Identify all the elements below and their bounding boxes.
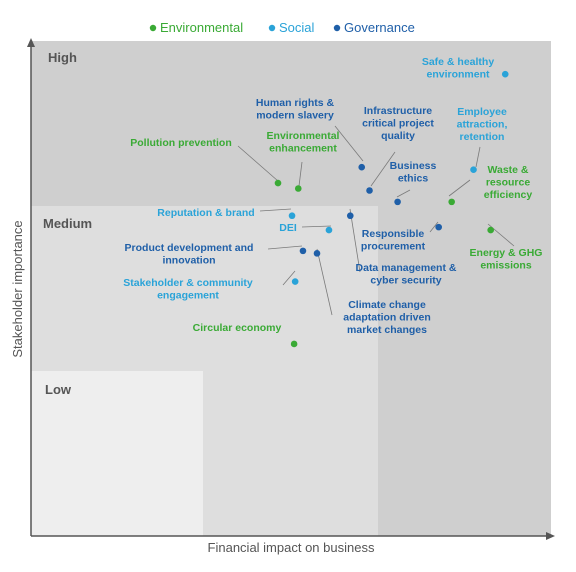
point-product-development-and-innovation bbox=[299, 247, 307, 255]
point-label-product-development-and-innovation: Product development and innovation bbox=[125, 242, 254, 267]
point-reputation-brand bbox=[288, 212, 296, 220]
zones-layer: High Medium Low bbox=[31, 41, 551, 536]
point-dei bbox=[325, 226, 333, 234]
legend-marker-environmental bbox=[149, 24, 157, 32]
point-label-responsible-procurement: Responsible procurement bbox=[361, 228, 426, 253]
leader-line-employee-attraction-retention bbox=[475, 146, 481, 168]
legend-entry-social: Social bbox=[279, 20, 315, 35]
x-axis-label: Financial impact on business bbox=[208, 540, 375, 555]
point-label-waste-resource-efficiency: Waste & resource efficiency bbox=[484, 164, 533, 201]
legend-marker-governance bbox=[333, 24, 341, 32]
zone-label-medium: Medium bbox=[43, 216, 92, 231]
point-infrastructure-critical-project-quality bbox=[366, 187, 373, 194]
point-labels-layer: Safe & healthy environment Human rights & m… bbox=[123, 56, 542, 336]
x-axis-arrow-icon bbox=[546, 532, 555, 540]
point-responsible-procurement bbox=[435, 223, 442, 231]
point-label-safe-healthy-environment: Safe & healthy environment bbox=[422, 56, 495, 81]
point-circular-economy bbox=[290, 340, 298, 348]
leader-line-waste-resource-efficiency bbox=[448, 179, 471, 197]
leader-line-stakeholder-community-engagement bbox=[282, 270, 296, 286]
leader-line-responsible-procurement bbox=[429, 221, 439, 233]
y-axis-label: Stakeholder importance bbox=[10, 220, 25, 357]
axes-layer: Financial impact on business Stakeholder … bbox=[10, 38, 555, 555]
zone-low bbox=[31, 371, 203, 536]
y-axis-arrow-icon bbox=[27, 38, 35, 47]
point-employee-attraction-retention bbox=[470, 166, 477, 173]
point-pollution-prevention bbox=[274, 179, 282, 187]
leader-line-product-development-and-innovation bbox=[267, 245, 303, 250]
point-label-reputation-brand: Reputation & brand bbox=[157, 207, 254, 219]
point-stakeholder-community-engagement bbox=[291, 278, 299, 285]
point-label-infrastructure-critical-project-quality: Infrastructure critical project quality bbox=[362, 105, 434, 142]
point-label-dei: DEI bbox=[279, 222, 297, 234]
legend: Environmental Social Governance bbox=[149, 20, 415, 35]
point-label-human-rights-modern-slavery: Human rights & modern slavery bbox=[256, 97, 335, 122]
leader-line-reputation-brand bbox=[259, 208, 292, 212]
point-label-data-management-cyber-security: Data management & cyber security bbox=[356, 262, 457, 287]
leader-line-environmental-enhancement bbox=[298, 161, 303, 187]
legend-marker-social bbox=[268, 24, 276, 32]
point-climate-change-adaptation-driven-market-changes bbox=[313, 250, 321, 257]
legend-entry-environmental: Environmental bbox=[160, 20, 243, 35]
point-energy-ghg-emissions bbox=[487, 226, 494, 234]
leader-lines-layer bbox=[237, 125, 515, 316]
leader-line-human-rights-modern-slavery bbox=[334, 125, 364, 162]
point-label-business-ethics: Business ethics bbox=[390, 160, 437, 185]
leader-line-pollution-prevention bbox=[237, 145, 279, 182]
leader-line-infrastructure-critical-project-quality bbox=[370, 151, 396, 187]
point-label-energy-ghg-emissions: Energy & GHG emissions bbox=[470, 247, 543, 272]
point-label-stakeholder-community-engagement: Stakeholder & community engagement bbox=[123, 277, 253, 302]
point-human-rights-modern-slavery bbox=[358, 163, 366, 171]
leader-line-data-management-cyber-security bbox=[349, 208, 361, 273]
point-label-environmental-enhancement: Environmental enhancement bbox=[267, 130, 340, 155]
point-data-management-cyber-security bbox=[346, 212, 354, 220]
points-layer bbox=[274, 70, 509, 348]
leader-line-dei bbox=[301, 225, 332, 228]
point-waste-resource-efficiency bbox=[448, 198, 455, 206]
point-label-circular-economy: Circular economy bbox=[193, 322, 282, 334]
point-environmental-enhancement bbox=[294, 185, 302, 192]
leader-line-business-ethics bbox=[396, 189, 411, 198]
point-label-climate-change-adaptation-driven-market-changes: Climate change adaptation driven market ch… bbox=[343, 299, 431, 336]
point-label-pollution-prevention: Pollution prevention bbox=[130, 137, 232, 149]
point-business-ethics bbox=[394, 198, 401, 206]
zone-label-low: Low bbox=[45, 382, 72, 397]
leader-line-climate-change-adaptation-driven-market-changes bbox=[316, 248, 333, 316]
point-label-employee-attraction-retention: Employee attraction, retention bbox=[457, 106, 508, 143]
legend-entry-governance: Governance bbox=[344, 20, 415, 35]
zone-label-high: High bbox=[48, 50, 77, 65]
point-safe-healthy-environment bbox=[501, 70, 509, 78]
